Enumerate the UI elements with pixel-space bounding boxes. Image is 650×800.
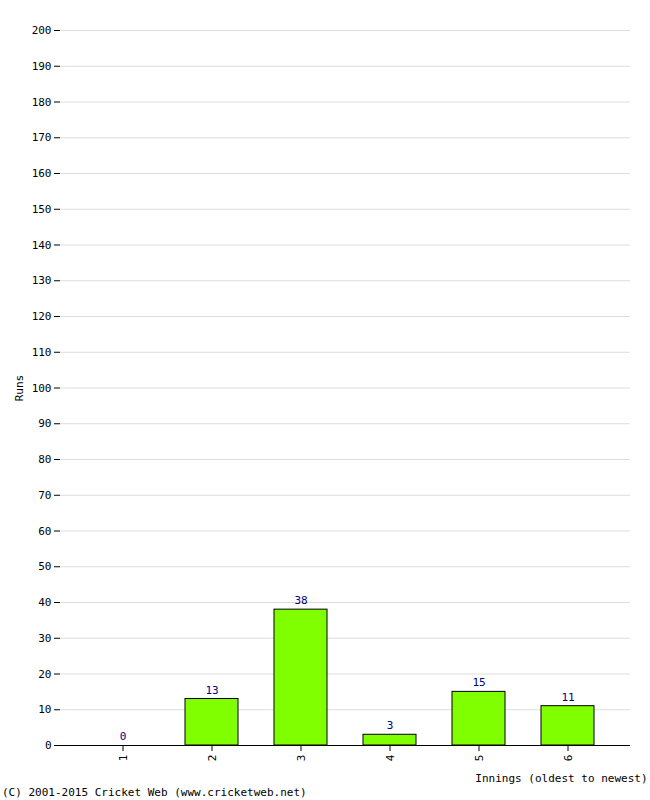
svg-text:200: 200 xyxy=(32,24,52,37)
svg-text:150: 150 xyxy=(32,203,52,216)
svg-text:Innings (oldest to newest): Innings (oldest to newest) xyxy=(475,772,647,785)
svg-text:170: 170 xyxy=(32,131,52,144)
svg-text:38: 38 xyxy=(294,594,307,607)
svg-text:60: 60 xyxy=(38,525,51,538)
svg-text:Runs: Runs xyxy=(13,375,26,402)
svg-text:50: 50 xyxy=(38,560,51,573)
svg-text:3: 3 xyxy=(387,719,394,732)
svg-text:2: 2 xyxy=(206,755,219,762)
svg-text:20: 20 xyxy=(38,668,51,681)
html-text:(C) 2001-2015 Cricket Web (www: (C) 2001-2015 Cricket Web (www.cricketwe… xyxy=(2,786,307,799)
svg-text:1: 1 xyxy=(117,755,130,762)
svg-text:4: 4 xyxy=(384,754,397,761)
svg-text:80: 80 xyxy=(38,453,51,466)
svg-text:30: 30 xyxy=(38,632,51,645)
svg-text:110: 110 xyxy=(32,346,52,359)
svg-text:190: 190 xyxy=(32,60,52,73)
svg-text:5: 5 xyxy=(473,755,486,762)
svg-text:13: 13 xyxy=(205,684,218,697)
svg-text:100: 100 xyxy=(32,382,52,395)
svg-text:40: 40 xyxy=(38,596,51,609)
svg-text:160: 160 xyxy=(32,167,52,180)
svg-text:10: 10 xyxy=(38,703,51,716)
svg-text:180: 180 xyxy=(32,96,52,109)
svg-text:70: 70 xyxy=(38,489,51,502)
svg-text:140: 140 xyxy=(32,239,52,252)
svg-text:0: 0 xyxy=(120,730,127,743)
svg-text:3: 3 xyxy=(295,755,308,762)
svg-text:0: 0 xyxy=(45,739,52,752)
svg-text:90: 90 xyxy=(38,417,51,430)
svg-text:15: 15 xyxy=(472,676,485,689)
svg-text:120: 120 xyxy=(32,310,52,323)
svg-text:130: 130 xyxy=(32,274,52,287)
svg-text:6: 6 xyxy=(562,755,575,762)
svg-text:11: 11 xyxy=(561,691,574,704)
